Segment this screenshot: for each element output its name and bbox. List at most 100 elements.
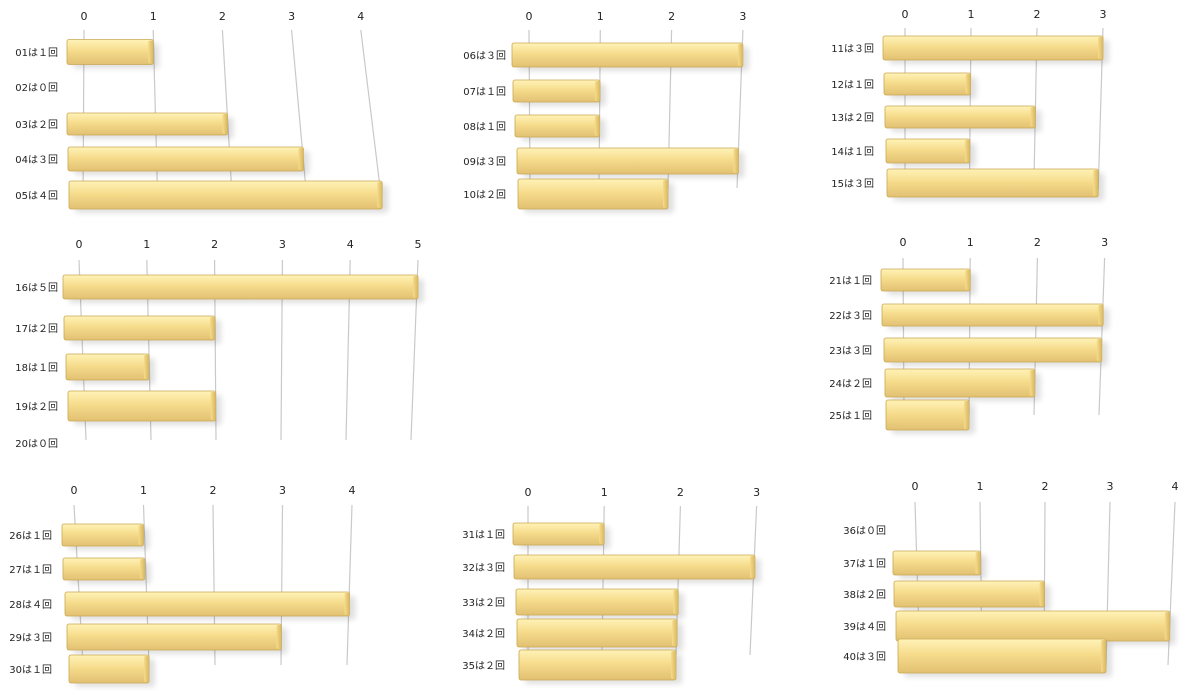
bar	[65, 353, 150, 381]
x-tick-label: 1	[150, 10, 157, 23]
bar-end-cap	[964, 140, 970, 162]
category-label: 20は０回	[15, 438, 58, 450]
category-label: 34は２回	[462, 628, 505, 640]
x-tick-label: 0	[900, 236, 907, 249]
category-label: 12は１回	[831, 79, 874, 91]
chart-panel-8: 0 1 2 3 4 36は０回 37は１回 38は２回 39は４回 40は３回	[843, 480, 1179, 677]
x-tick-label: 0	[81, 10, 88, 23]
bar	[518, 649, 677, 681]
bar	[886, 168, 1099, 198]
category-label: 15は３回	[831, 178, 874, 190]
bar	[67, 146, 304, 172]
x-tick-label: 1	[968, 8, 975, 21]
bar-end-cap	[663, 180, 668, 208]
bar	[62, 557, 146, 581]
bar-end-cap	[594, 116, 600, 136]
bar-end-cap	[276, 625, 282, 649]
category-label: 28は４回	[9, 599, 52, 611]
bar	[892, 550, 981, 576]
bar-end-cap	[209, 317, 215, 339]
bar	[66, 112, 228, 136]
bar-end-cap	[1098, 37, 1103, 59]
bar-end-cap	[599, 524, 605, 544]
x-tick-label: 2	[677, 486, 684, 499]
gridline	[1098, 257, 1106, 416]
x-tick-label: 3	[1107, 480, 1114, 493]
category-label: 19は２回	[15, 401, 58, 413]
bar	[884, 105, 1036, 129]
bar	[68, 180, 383, 210]
bar-end-cap	[1039, 582, 1045, 606]
bar	[893, 580, 1045, 608]
bar	[882, 35, 1104, 61]
bar	[62, 274, 419, 300]
bar	[883, 72, 971, 96]
bar-end-cap	[1093, 170, 1099, 196]
bar-end-cap	[671, 651, 676, 679]
gridline	[291, 29, 308, 206]
chart-panel-4: 0 1 2 3 4 5 16は５回 17は２回 18は１回 19は２回 20は０回	[15, 238, 424, 450]
x-tick-label: 1	[967, 236, 974, 249]
category-label: 25は１回	[829, 410, 872, 422]
bar	[68, 654, 150, 684]
bar-end-cap	[344, 593, 350, 615]
x-tick-label: 2	[211, 238, 218, 251]
category-label: 02は０回	[15, 82, 58, 94]
bar	[516, 147, 739, 175]
category-label: 29は３回	[9, 632, 52, 644]
x-tick-label: 3	[739, 10, 746, 23]
bar	[885, 138, 971, 164]
bar-end-cap	[1098, 305, 1104, 325]
category-label: 40は３回	[843, 651, 886, 663]
bar-end-cap	[733, 149, 739, 173]
bar-end-cap	[413, 276, 418, 298]
chart-panel-3: 0 1 2 3 11は３回 12は１回 13は２回 14は１回 15は３回	[831, 8, 1109, 201]
x-tick-label: 2	[219, 10, 226, 23]
x-tick-label: 3	[753, 486, 760, 499]
category-label: 26は１回	[9, 530, 52, 542]
chart-panel-2: 0 1 2 3 06は３回 07は１回 08は１回 09は３回 10は２回	[463, 10, 749, 213]
category-label: 08は１回	[463, 121, 506, 133]
bar-end-cap	[148, 40, 154, 64]
category-label: 17は２回	[15, 323, 58, 335]
x-tick-label: 0	[902, 8, 909, 21]
category-label: 01は１回	[15, 47, 58, 59]
x-tick-label: 2	[1042, 480, 1049, 493]
bar-end-cap	[594, 81, 600, 101]
x-tick-label: 3	[1101, 236, 1108, 249]
bar-end-cap	[1030, 107, 1036, 127]
bar	[883, 337, 1103, 363]
bar-end-cap	[298, 148, 304, 170]
x-tick-label: 4	[347, 238, 354, 251]
category-label: 11は３回	[831, 43, 874, 55]
bar-end-cap	[139, 559, 145, 579]
category-label: 14は１回	[831, 146, 874, 158]
x-tick-label: 3	[1100, 8, 1107, 21]
bar-end-cap	[377, 182, 383, 208]
category-label: 30は１回	[9, 664, 52, 676]
x-tick-label: 4	[349, 484, 356, 497]
chart-panel-7: 0 1 2 3 31は１回 32は３回 33は２回 34は２回 35は２回	[462, 486, 761, 684]
bar-end-cap	[1029, 370, 1035, 396]
bar-end-cap	[672, 620, 678, 646]
x-tick-label: 3	[279, 484, 286, 497]
bar	[512, 522, 605, 546]
x-tick-label: 3	[288, 10, 295, 23]
category-label: 03は２回	[15, 119, 58, 131]
gridline	[346, 504, 353, 666]
category-label: 35は２回	[462, 660, 505, 672]
chart-panel-1: 0 1 2 3 4 01は１回 02は０回 03は２回 04は３回 05は４回	[15, 10, 389, 213]
category-label: 21は１回	[829, 275, 872, 287]
bar	[514, 114, 601, 138]
bar-end-cap	[964, 401, 969, 429]
bar-end-cap	[138, 525, 144, 545]
bar	[515, 588, 679, 616]
x-tick-label: 4	[1172, 480, 1179, 493]
bar	[897, 638, 1107, 674]
bar-end-cap	[1101, 640, 1106, 672]
x-tick-label: 1	[977, 480, 984, 493]
x-tick-label: 2	[1034, 236, 1041, 249]
bar	[63, 315, 216, 341]
category-label: 36は０回	[843, 525, 886, 537]
